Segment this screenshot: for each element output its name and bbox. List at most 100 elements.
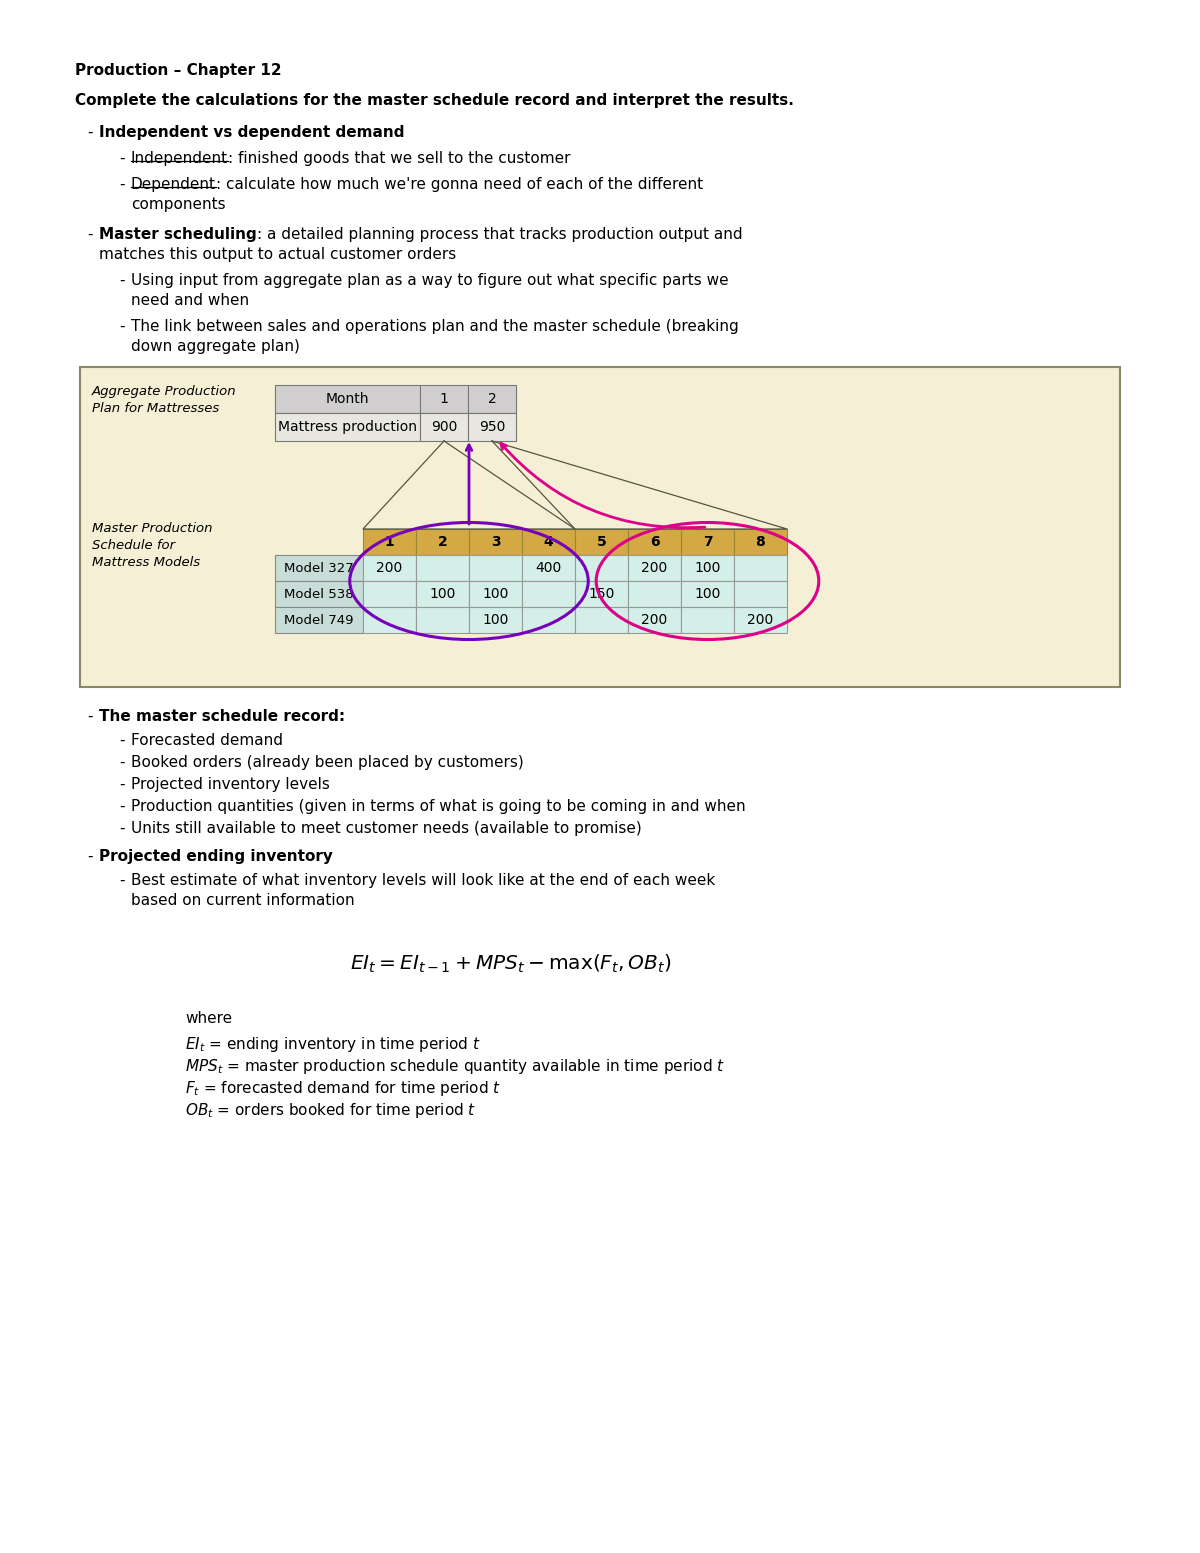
Bar (522, 607, 575, 634)
Bar (682, 554, 734, 581)
Text: Mattress production: Mattress production (278, 419, 418, 433)
Text: Aggregate Production: Aggregate Production (92, 385, 236, 398)
Text: 2: 2 (438, 534, 448, 550)
Bar (628, 530, 682, 554)
Text: Independent vs dependent demand: Independent vs dependent demand (98, 124, 404, 140)
Bar (628, 581, 682, 607)
Text: -: - (119, 733, 125, 749)
Bar (734, 554, 787, 581)
Bar (734, 607, 787, 634)
Text: -: - (88, 710, 92, 724)
Text: 200: 200 (641, 613, 667, 627)
Text: -: - (119, 798, 125, 814)
Text: Plan for Mattresses: Plan for Mattresses (92, 402, 220, 415)
Bar (80, 367, 1120, 686)
Text: 1: 1 (439, 391, 449, 405)
Bar (522, 530, 575, 554)
Text: Best estimate of what inventory levels will look like at the end of each week: Best estimate of what inventory levels w… (131, 873, 715, 888)
Text: -: - (88, 849, 92, 863)
Text: -: - (119, 755, 125, 770)
Bar (628, 607, 682, 634)
Text: $F_t$ = forecasted demand for time period $t$: $F_t$ = forecasted demand for time perio… (185, 1079, 502, 1098)
Text: Model 749: Model 749 (284, 613, 354, 626)
Bar (682, 607, 734, 634)
Text: -: - (88, 124, 92, 140)
Text: based on current information: based on current information (131, 893, 355, 909)
Bar (734, 581, 787, 607)
Bar (420, 413, 468, 441)
Bar (682, 530, 734, 554)
Text: components: components (131, 197, 226, 213)
Text: 100: 100 (695, 587, 721, 601)
Text: $EI_t$ = ending inventory in time period $t$: $EI_t$ = ending inventory in time period… (185, 1034, 481, 1054)
Bar (628, 554, 682, 581)
Text: The master schedule record:: The master schedule record: (98, 710, 346, 724)
Text: $MPS_t$ = master production schedule quantity available in time period $t$: $MPS_t$ = master production schedule qua… (185, 1058, 725, 1076)
Text: Dependent: Dependent (131, 177, 216, 193)
Text: 400: 400 (535, 561, 562, 575)
Text: Production quantities (given in terms of what is going to be coming in and when: Production quantities (given in terms of… (131, 798, 745, 814)
Text: -: - (119, 318, 125, 334)
Text: $EI_t = EI_{t-1} + MPS_t - \max(F_t, OB_t)$: $EI_t = EI_{t-1} + MPS_t - \max(F_t, OB_… (350, 954, 672, 975)
Text: 200: 200 (748, 613, 774, 627)
Text: 900: 900 (431, 419, 457, 433)
Bar (420, 385, 468, 413)
Bar (522, 581, 575, 607)
Text: 950: 950 (479, 419, 505, 433)
Text: Model 327: Model 327 (284, 562, 354, 575)
Bar (275, 607, 364, 634)
Bar (416, 554, 469, 581)
Bar (275, 413, 420, 441)
Text: -: - (119, 273, 125, 287)
Text: -: - (119, 822, 125, 836)
Text: 2: 2 (487, 391, 497, 405)
Text: Month: Month (325, 391, 370, 405)
Text: 3: 3 (491, 534, 500, 550)
Text: need and when: need and when (131, 294, 250, 307)
Text: The link between sales and operations plan and the master schedule (breaking: The link between sales and operations pl… (131, 318, 739, 334)
Bar (469, 530, 522, 554)
Text: : finished goods that we sell to the customer: : finished goods that we sell to the cus… (228, 151, 571, 166)
Text: 100: 100 (695, 561, 721, 575)
Text: 200: 200 (377, 561, 403, 575)
Text: 4: 4 (544, 534, 553, 550)
Text: 100: 100 (482, 587, 509, 601)
Bar (469, 607, 522, 634)
Text: : a detailed planning process that tracks production output and: : a detailed planning process that track… (257, 227, 743, 242)
Text: Using input from aggregate plan as a way to figure out what specific parts we: Using input from aggregate plan as a way… (131, 273, 728, 287)
Bar (575, 554, 628, 581)
Bar (275, 554, 364, 581)
Text: -: - (119, 873, 125, 888)
Bar (575, 581, 628, 607)
Bar (364, 554, 416, 581)
Bar (275, 385, 420, 413)
Bar (364, 530, 416, 554)
Text: 1: 1 (385, 534, 395, 550)
Bar (416, 607, 469, 634)
Text: -: - (88, 227, 92, 242)
Text: Booked orders (already been placed by customers): Booked orders (already been placed by cu… (131, 755, 523, 770)
Text: Projected inventory levels: Projected inventory levels (131, 776, 330, 792)
Text: Units still available to meet customer needs (available to promise): Units still available to meet customer n… (131, 822, 642, 836)
Text: down aggregate plan): down aggregate plan) (131, 339, 300, 354)
Text: Master Production: Master Production (92, 522, 212, 534)
Bar (416, 581, 469, 607)
Text: -: - (119, 776, 125, 792)
Bar (734, 530, 787, 554)
Bar (575, 607, 628, 634)
Bar (468, 413, 516, 441)
Text: 200: 200 (641, 561, 667, 575)
Bar (468, 385, 516, 413)
Text: Production – Chapter 12: Production – Chapter 12 (74, 64, 282, 78)
Text: Schedule for: Schedule for (92, 539, 175, 551)
Text: 100: 100 (482, 613, 509, 627)
Bar (416, 530, 469, 554)
Text: Master scheduling: Master scheduling (98, 227, 257, 242)
Bar (275, 581, 364, 607)
Text: -: - (119, 151, 125, 166)
Text: $OB_t$ = orders booked for time period $t$: $OB_t$ = orders booked for time period $… (185, 1101, 476, 1120)
Text: Complete the calculations for the master schedule record and interpret the resul: Complete the calculations for the master… (74, 93, 794, 109)
Text: 6: 6 (649, 534, 659, 550)
Text: Mattress Models: Mattress Models (92, 556, 200, 568)
Text: 150: 150 (588, 587, 614, 601)
